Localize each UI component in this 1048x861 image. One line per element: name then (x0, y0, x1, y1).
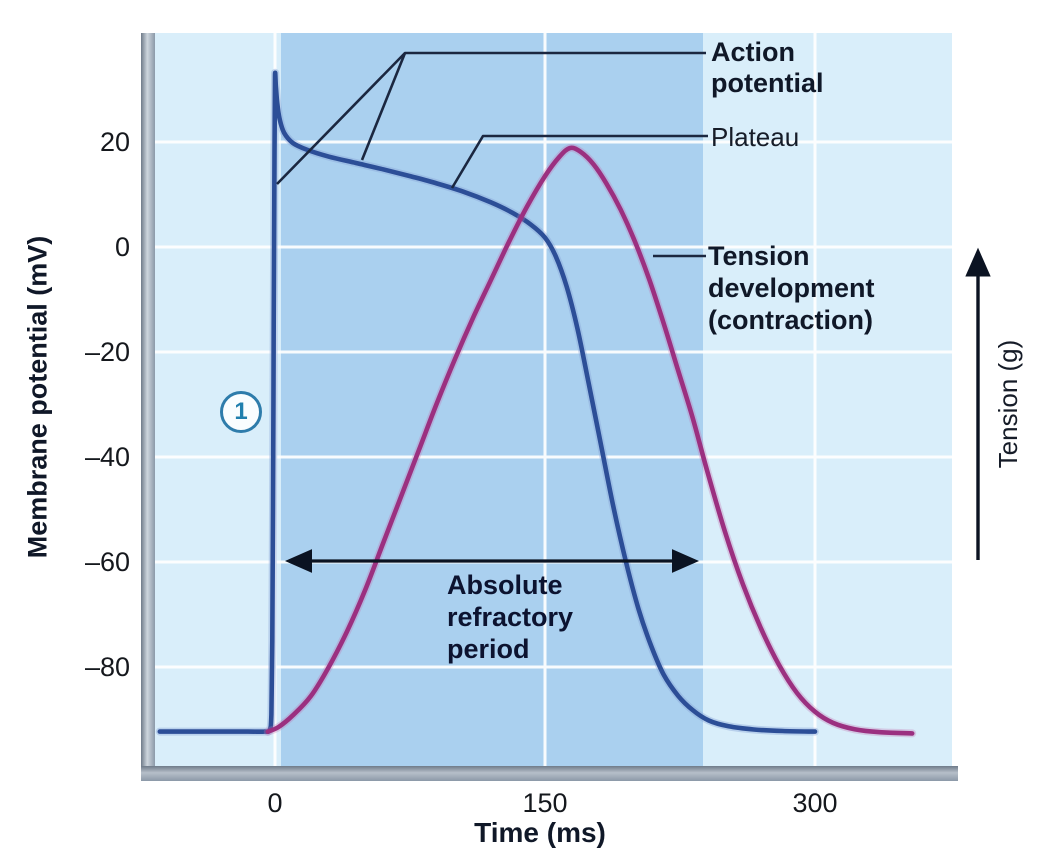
axis-frame-bottom (141, 766, 958, 781)
y-tick-0: 0 (114, 232, 130, 262)
tension-curve (265, 145, 915, 736)
right-axis-title: Tension (g) (993, 339, 1023, 469)
y-tick--60: –60 (84, 547, 130, 577)
y-axis-title: Membrane potential (mV) (22, 235, 53, 559)
leader-plateau (450, 134, 708, 189)
annotation-tension-development: Tension development (contraction) (708, 241, 875, 335)
x-tick-150: 150 (522, 788, 568, 818)
x-axis-title: Time (ms) (474, 817, 606, 848)
annotation-plateau: Plateau (711, 122, 800, 152)
y-tick--40: –40 (84, 442, 130, 472)
x-tick-300: 300 (792, 788, 838, 818)
leader-lines (276, 51, 708, 258)
action-potential-curve (157, 70, 818, 735)
y-tick-20: 20 (99, 127, 130, 157)
annotation-refractory-period: Absolute refractory period (447, 570, 574, 664)
refractory-band (281, 33, 703, 766)
leader-action-potential-2 (360, 52, 407, 161)
y-tick--20: –20 (84, 337, 130, 367)
step-marker-1: 1 (220, 391, 262, 433)
y-tick--80: –80 (84, 652, 130, 682)
axis-frame-left (141, 33, 155, 781)
annotation-action-potential: Action potential (711, 37, 824, 98)
x-tick-0: 0 (267, 788, 283, 818)
